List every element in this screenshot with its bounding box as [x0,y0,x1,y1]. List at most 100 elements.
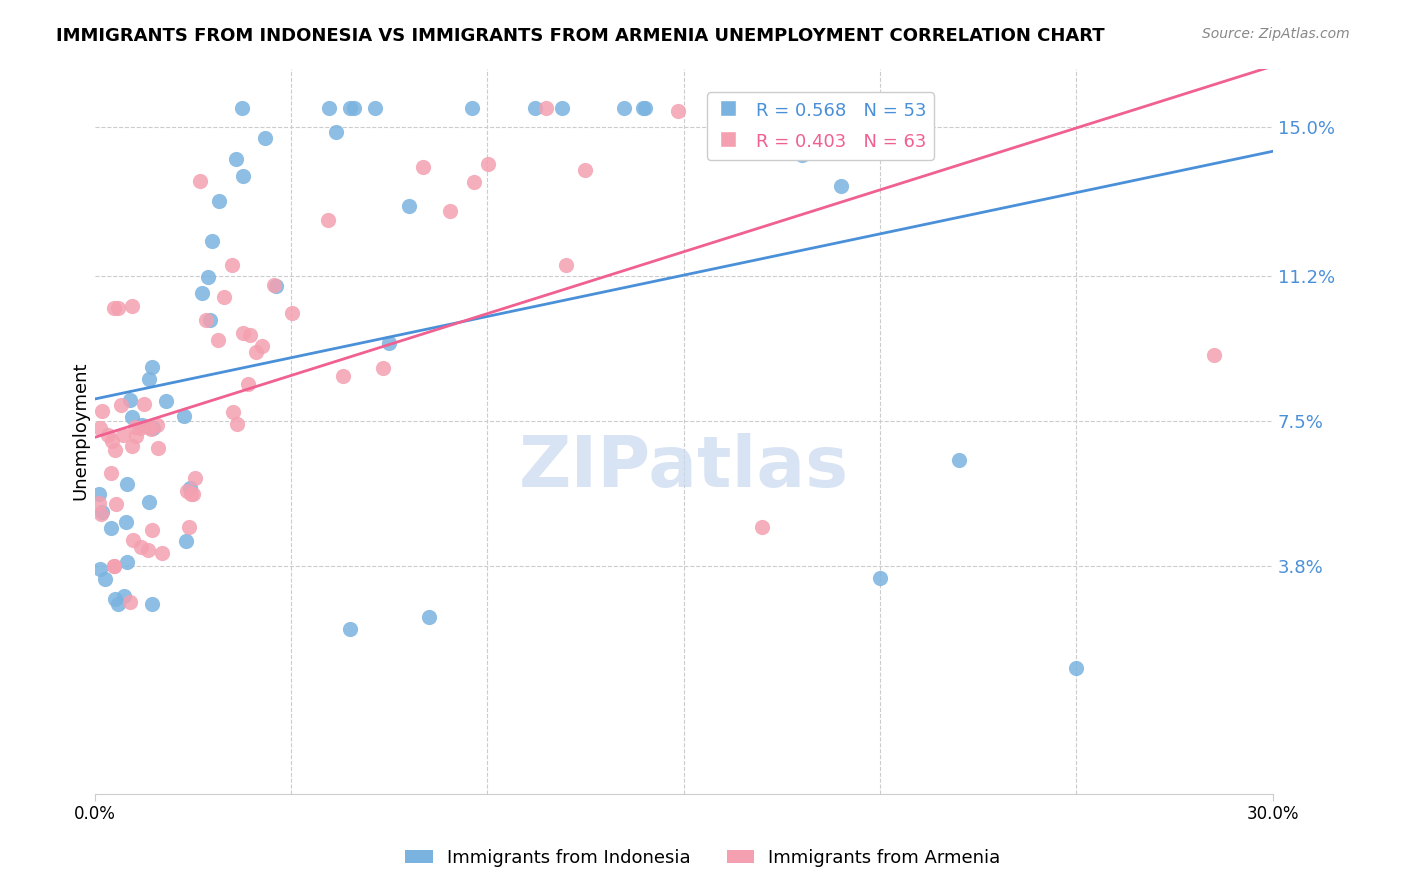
Point [208,194,231,208]
Point [461,101,484,115]
Point [131,417,153,432]
Point [318,101,340,115]
Point [121,410,143,425]
Point [633,101,655,115]
Point [634,101,657,115]
Point [212,289,235,303]
Point [173,409,195,424]
Point [87,487,110,501]
Point [524,101,547,115]
Point [412,160,434,174]
Point [129,540,152,554]
Point [343,101,366,115]
Point [232,326,254,340]
Point [112,428,135,442]
Point [155,393,177,408]
Point [101,434,124,448]
Point [104,443,127,458]
Point [100,521,122,535]
Point [231,101,253,115]
Text: Source: ZipAtlas.com: Source: ZipAtlas.com [1202,27,1350,41]
Point [195,313,218,327]
Point [107,301,129,315]
Point [378,335,401,350]
Point [221,258,243,272]
Text: ZIPatlas: ZIPatlas [519,433,849,502]
Point [120,595,142,609]
Point [574,162,596,177]
Point [207,333,229,347]
Point [232,169,254,183]
Point [103,559,125,574]
Point [115,515,138,529]
Point [188,174,211,188]
Point [264,278,287,293]
Point [263,278,285,293]
Point [141,360,163,375]
Point [339,622,361,636]
Point [138,494,160,508]
Point [179,520,201,534]
Point [103,559,125,574]
Point [180,487,202,501]
Point [183,487,205,501]
Point [89,562,111,576]
Point [339,101,361,115]
Point [1202,348,1225,362]
Point [122,533,145,547]
Point [103,301,125,315]
Point [463,175,485,189]
Point [142,421,165,435]
Point [105,497,128,511]
Point [132,397,155,411]
Point [89,420,111,434]
Point [373,361,395,376]
Y-axis label: Unemployment: Unemployment [72,362,89,500]
Point [146,417,169,432]
Point [124,420,146,434]
Point [91,404,114,418]
Point [146,442,169,456]
Point [325,125,347,139]
Point [121,299,143,313]
Point [94,572,117,586]
Point [222,405,245,419]
Point [830,179,852,194]
Point [551,101,574,115]
Point [136,542,159,557]
Point [239,327,262,342]
Legend: R = 0.568   N = 53, R = 0.403   N = 63: R = 0.568 N = 53, R = 0.403 N = 63 [707,92,934,160]
Point [89,508,111,522]
Point [107,597,129,611]
Point [254,131,277,145]
Point [191,285,214,300]
Point [138,420,160,434]
Point [236,376,259,391]
Point [115,555,138,569]
Point [118,393,141,408]
Point [281,306,304,320]
Point [418,610,440,624]
Point [112,589,135,603]
Point [332,368,354,383]
Point [398,199,420,213]
Point [110,398,132,412]
Point [87,496,110,510]
Point [439,203,461,218]
Point [201,234,224,248]
Point [97,428,120,442]
Point [948,453,970,467]
Point [141,597,163,611]
Point [613,101,636,115]
Point [226,417,249,432]
Point [225,152,247,166]
Point [184,471,207,485]
Point [197,269,219,284]
Legend: Immigrants from Indonesia, Immigrants from Armenia: Immigrants from Indonesia, Immigrants fr… [398,842,1008,874]
Point [115,476,138,491]
Point [128,421,150,435]
Point [174,534,197,549]
Point [104,592,127,607]
Text: IMMIGRANTS FROM INDONESIA VS IMMIGRANTS FROM ARMENIA UNEMPLOYMENT CORRELATION CH: IMMIGRANTS FROM INDONESIA VS IMMIGRANTS … [56,27,1105,45]
Point [250,339,273,353]
